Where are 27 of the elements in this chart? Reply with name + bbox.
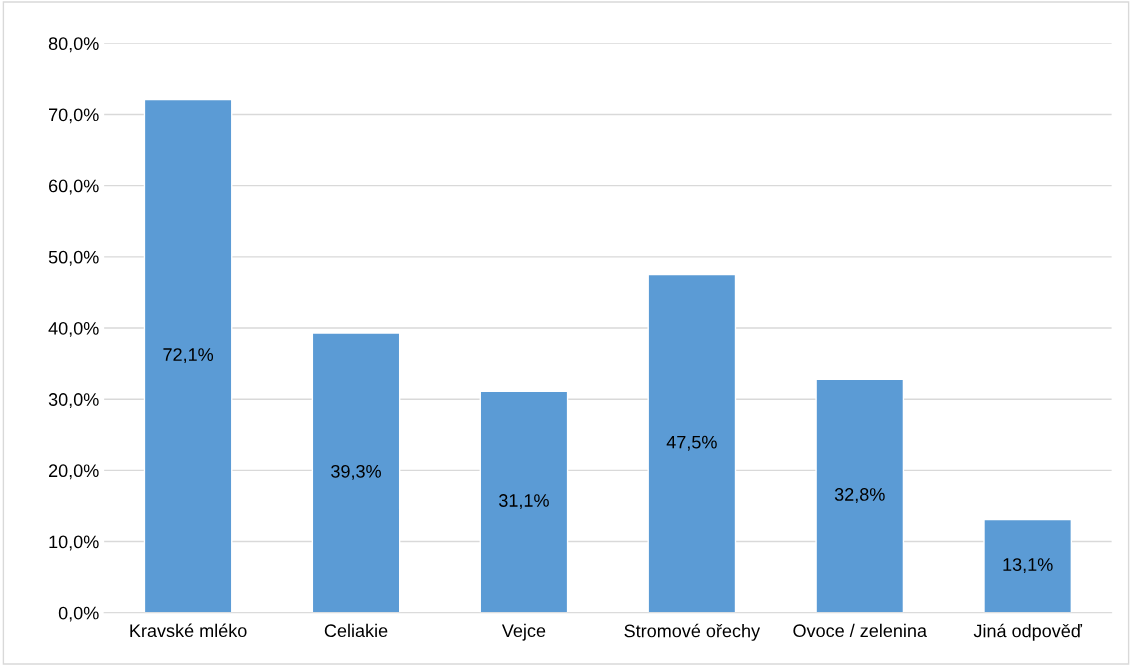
data-label: 32,8% — [834, 488, 885, 503]
y-tick-label: 80,0% — [48, 37, 99, 53]
y-tick-label: 70,0% — [49, 108, 99, 124]
bar — [143, 98, 233, 613]
bar — [815, 378, 905, 613]
data-label: 31,1% — [499, 494, 549, 510]
x-tick-label: Kravské mléko — [130, 623, 247, 638]
y-tick-label: 40,0% — [48, 321, 99, 337]
bar — [983, 518, 1073, 613]
data-label: 47,5% — [666, 435, 717, 451]
x-tick-label: Ovoce / zelenina — [793, 623, 927, 638]
x-tick-label: Celiakie — [324, 623, 388, 638]
y-tick-label: 30,0% — [48, 393, 99, 409]
bar — [479, 390, 569, 613]
x-tick-label: Stromové ořechy — [624, 623, 761, 641]
x-tick-label: Jiná odpověď — [973, 623, 1083, 641]
x-tick-label: Vejce — [501, 623, 546, 641]
y-tick-label: 50,0% — [48, 250, 99, 266]
y-tick-label: 60,0% — [49, 179, 99, 195]
data-label: 39,3% — [331, 464, 381, 480]
data-label: 13,1% — [1003, 558, 1053, 574]
bar — [311, 332, 401, 613]
y-tick-label: 10,0% — [49, 535, 99, 551]
y-tick-label: 20,0% — [49, 464, 99, 480]
data-label: 72,1% — [163, 348, 214, 364]
bar — [647, 273, 737, 613]
y-tick-label: 0,0% — [58, 606, 99, 622]
